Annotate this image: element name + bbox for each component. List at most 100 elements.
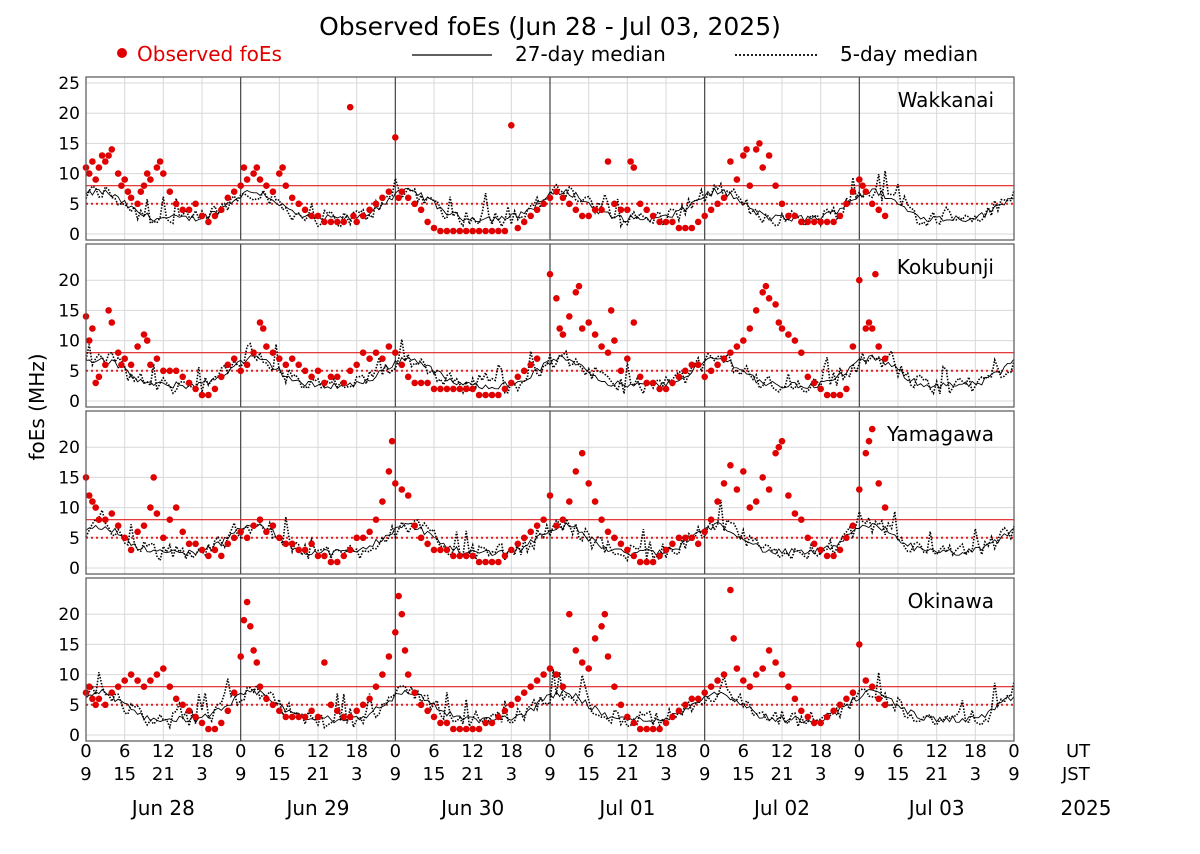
observed-point: [604, 528, 612, 536]
observed-point: [456, 385, 464, 393]
observed-point: [694, 218, 702, 226]
observed-point: [156, 158, 164, 165]
observed-point: [804, 218, 812, 226]
observed-point: [675, 534, 683, 542]
observed-point: [237, 653, 244, 660]
date-label: Jul 03: [907, 796, 965, 820]
observed-point: [720, 671, 728, 678]
observed-point: [121, 176, 128, 183]
observed-point: [256, 683, 264, 690]
observed-point: [759, 665, 766, 672]
observed-point: [218, 373, 225, 381]
observed-point: [237, 367, 244, 375]
observed-point: [469, 227, 477, 235]
observed-point: [694, 361, 702, 369]
observed-point: [823, 713, 831, 721]
observed-point: [520, 367, 528, 375]
observed-point: [752, 307, 760, 314]
observed-point: [585, 319, 592, 326]
observed-point: [314, 367, 322, 375]
observed-point: [752, 498, 760, 505]
observed-point: [102, 158, 109, 165]
observed-point: [694, 695, 702, 703]
observed-point: [385, 188, 393, 195]
observed-point: [256, 319, 264, 326]
x-tick-jst: 3: [506, 764, 517, 785]
observed-point: [714, 677, 721, 684]
observed-point: [656, 218, 663, 226]
x-tick-jst: 9: [699, 764, 710, 785]
observed-point: [172, 504, 180, 511]
observed-point: [881, 504, 889, 511]
y-tick-label: 5: [69, 195, 80, 215]
panel-wakkanai: 0 5 10 15 20 25 Wakkanai: [58, 74, 1015, 245]
y-tick-label: 0: [69, 392, 80, 412]
observed-point: [527, 683, 534, 690]
observed-point: [759, 164, 766, 171]
observed-point: [604, 349, 612, 357]
median-5day-line: [85, 499, 1015, 564]
observed-point: [127, 546, 135, 554]
observed-point: [295, 200, 303, 208]
observed-point: [817, 719, 824, 727]
observed-point: [205, 725, 212, 733]
legend: Observed foEs 27-day median 5-day median: [117, 42, 978, 66]
observed-point: [868, 425, 876, 433]
observed-point: [875, 343, 882, 350]
median-5day-line: [85, 669, 1015, 731]
observed-point: [656, 725, 663, 733]
observed-point: [746, 182, 754, 189]
observed-point: [127, 194, 135, 202]
observed-point: [533, 677, 541, 684]
observed-point: [340, 552, 348, 560]
observed-point: [630, 164, 638, 171]
observed-point: [114, 349, 122, 357]
observed-point: [250, 170, 257, 177]
observed-point: [411, 200, 419, 208]
observed-point: [495, 227, 502, 235]
observed-point: [856, 176, 863, 183]
observed-point: [501, 552, 509, 560]
observed-point: [127, 671, 135, 678]
observed-point: [720, 194, 728, 202]
y-tick-label: 0: [69, 225, 80, 245]
observed-point: [263, 695, 270, 703]
x-tick-jst: 3: [970, 764, 981, 785]
observed-point: [224, 707, 232, 715]
x-tick-jst: 3: [660, 764, 671, 785]
observed-point: [694, 540, 702, 548]
observed-point: [269, 188, 277, 195]
observed-point: [546, 492, 554, 499]
observed-point: [720, 355, 728, 363]
observed-point: [785, 331, 792, 338]
observed-point: [714, 498, 721, 505]
observed-point: [256, 176, 264, 183]
observed-point: [514, 540, 522, 548]
observed-point: [308, 707, 315, 715]
observed-point: [85, 683, 93, 690]
observed-point: [185, 379, 193, 387]
observed-point: [572, 468, 580, 475]
observed-point: [495, 391, 502, 399]
x-tick-jst: 21: [307, 764, 330, 785]
observed-point: [688, 695, 696, 703]
x-tick-ut: 12: [307, 741, 330, 762]
observed-point: [601, 610, 609, 618]
observed-point: [295, 713, 303, 721]
observed-point: [179, 701, 186, 709]
observed-point: [147, 176, 154, 183]
observed-point: [424, 379, 431, 387]
observed-point: [166, 516, 174, 523]
observed-point: [566, 200, 573, 208]
panels: 0 5 10 15 20 25 Wakkanai 0 5 10 15 20 Kokubunji 0 5 10 1…: [58, 74, 1015, 746]
observed-point: [682, 701, 689, 709]
observed-point: [127, 361, 135, 369]
observed-point: [617, 540, 625, 548]
x-tick-ut: 0: [1008, 741, 1019, 762]
observed-point: [340, 713, 348, 721]
station-name: Okinawa: [908, 589, 994, 613]
observed-point: [636, 725, 644, 733]
observed-point: [849, 522, 857, 529]
observed-point: [856, 641, 863, 648]
observed-point: [611, 534, 618, 542]
